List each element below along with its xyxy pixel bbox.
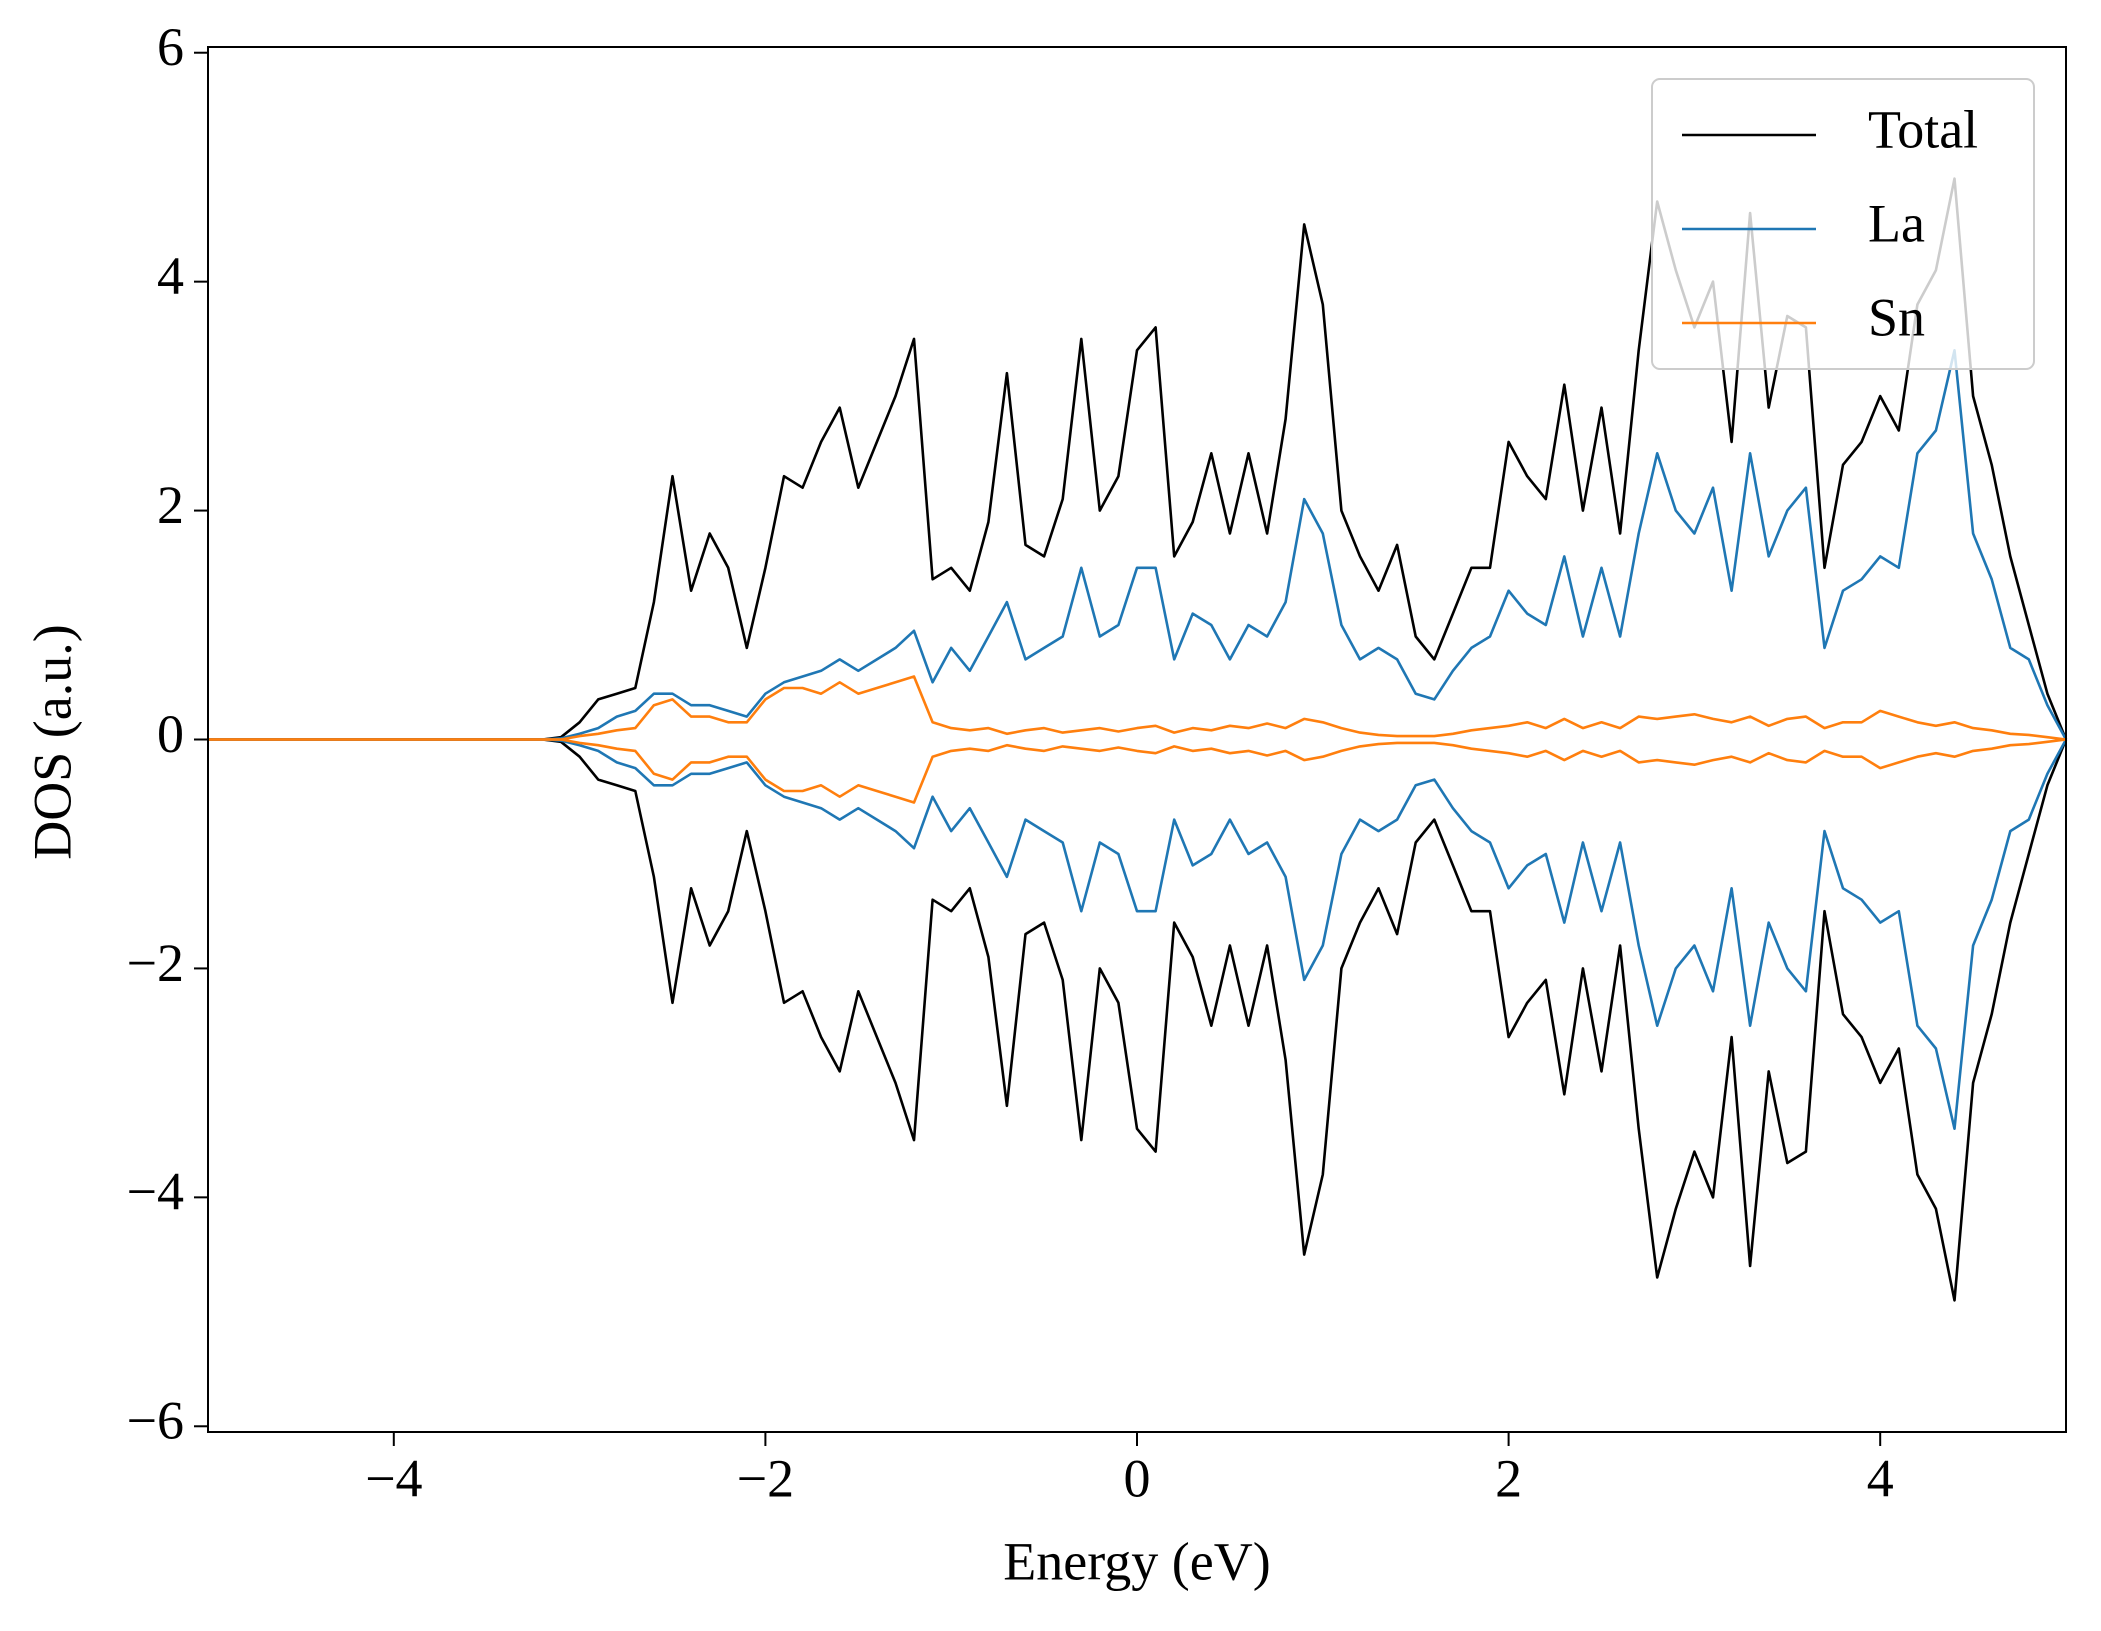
y-tick-label: 2 (157, 475, 184, 535)
legend-label: La (1868, 193, 1925, 253)
x-tick-label: 2 (1495, 1448, 1522, 1508)
y-tick-label: 0 (157, 704, 184, 764)
y-tick-label: 4 (157, 246, 184, 306)
dos-line (208, 349, 2068, 741)
dos-line (208, 738, 2068, 1302)
legend-label: Sn (1868, 287, 1925, 347)
y-tick-label: 6 (157, 17, 184, 77)
x-axis-label: Energy (eV) (1003, 1531, 1270, 1591)
y-tick-label: −4 (127, 1162, 184, 1222)
y-tick-label: −2 (127, 933, 184, 993)
dos-line (208, 675, 2067, 741)
dos-line (208, 738, 2068, 1130)
dos-line (208, 738, 2067, 804)
x-tick-label: 0 (1124, 1448, 1151, 1508)
plot-frame (207, 46, 2067, 1433)
x-tick-label: −2 (737, 1448, 794, 1508)
x-tick-label: 4 (1867, 1448, 1894, 1508)
y-axis-label: DOS (a.u.) (22, 624, 82, 859)
legend-label: Total (1868, 99, 1978, 159)
x-tick-label: −4 (365, 1448, 422, 1508)
y-tick-label: −6 (127, 1391, 184, 1451)
legend-box (1651, 78, 2035, 370)
